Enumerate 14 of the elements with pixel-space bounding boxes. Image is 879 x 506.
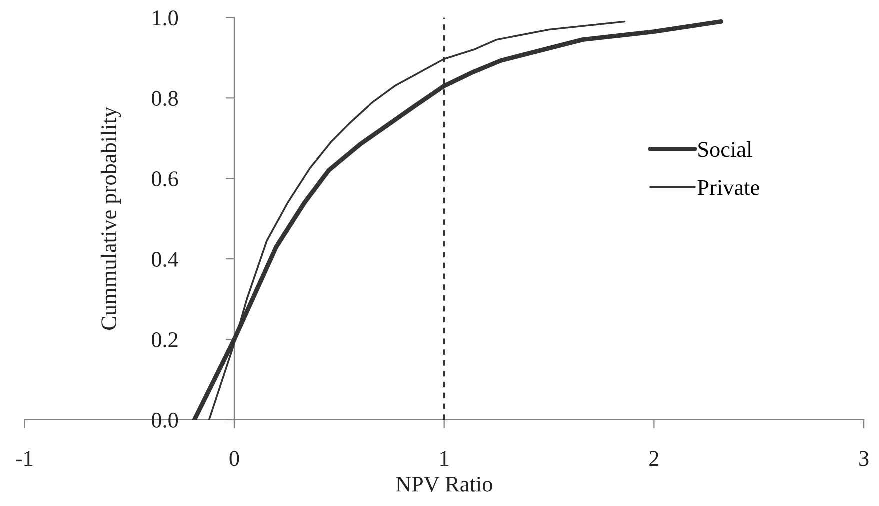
- legend-label: Private: [698, 180, 760, 196]
- y-tick-label: 0.8: [152, 91, 178, 106]
- x-tick-label: -1: [16, 451, 33, 466]
- y-tick-label: 0.6: [152, 172, 178, 187]
- x-tick-label: 0: [230, 451, 240, 466]
- x-tick-label: 2: [650, 451, 659, 466]
- y-axis-title: Cummulative probability: [100, 106, 122, 330]
- x-axis-title: NPV Ratio: [396, 476, 492, 492]
- x-tick-label: 3: [860, 451, 869, 466]
- y-tick-label: 0.2: [152, 332, 178, 348]
- legend-label: Social: [698, 142, 752, 158]
- y-tick-label: 1.0: [153, 10, 178, 26]
- y-tick-label: 0.4: [152, 252, 179, 268]
- x-tick-label: 1: [440, 451, 449, 466]
